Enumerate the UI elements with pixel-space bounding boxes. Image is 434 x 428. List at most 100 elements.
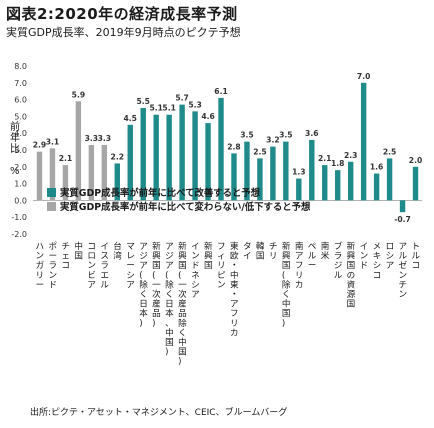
category-label: トルコ	[412, 242, 421, 271]
category-label: 中国	[74, 240, 83, 262]
category-label: 新興国(一次産品除く中国)	[178, 240, 187, 367]
category-label: チリ	[269, 241, 278, 262]
y-tick-label: -2.0	[11, 230, 27, 239]
bar	[101, 144, 108, 201]
category-label: アジア(除く日本、中国)	[165, 242, 174, 358]
bar	[309, 139, 315, 201]
bar	[36, 151, 43, 201]
y-tick-label: 6.0	[14, 96, 27, 105]
data-label: 3.3	[85, 134, 98, 143]
category-label: アルゼンチン	[399, 242, 408, 300]
data-label: 1.6	[370, 163, 383, 172]
bar	[296, 178, 302, 201]
bar	[62, 165, 69, 201]
data-label: 4.5	[124, 114, 137, 123]
data-label: 3.5	[240, 131, 253, 140]
data-label: 7.0	[357, 72, 370, 81]
category-label: ポーランド	[48, 241, 57, 290]
bar	[88, 144, 95, 201]
bar	[231, 153, 237, 201]
category-label: ハンガリー	[35, 242, 44, 290]
category-label: コロンビア	[87, 242, 96, 290]
bar	[412, 166, 419, 201]
data-label: 5.5	[136, 97, 149, 106]
category-label: 新興国の資源国	[347, 240, 356, 310]
category-label: 南アフリカ	[295, 240, 304, 290]
bar	[270, 146, 276, 201]
bar	[179, 104, 185, 201]
data-label: 1.8	[331, 159, 344, 168]
data-label: 2.8	[227, 142, 240, 151]
data-label: 2.9	[33, 141, 46, 150]
bar	[114, 163, 120, 201]
y-tick-label: 1.0	[14, 180, 27, 189]
data-label: 2.5	[383, 147, 396, 156]
bar	[386, 158, 393, 201]
bar	[140, 108, 146, 201]
y-tick-label: 3.0	[14, 146, 27, 155]
chart-title: 図表2:2020年の経済成長率予測	[6, 5, 238, 23]
data-label: 5.1	[162, 104, 175, 113]
legend-swatch	[47, 188, 56, 197]
data-label: 5.1	[149, 104, 162, 113]
data-label: 5.3	[188, 100, 201, 109]
bar	[399, 200, 406, 213]
bar	[127, 124, 133, 201]
chart-subtitle: 実質GDP成長率、2019年9月時点のピクテ予想	[6, 26, 241, 39]
data-label: 6.1	[214, 87, 227, 96]
category-label: アジア(除く日本)	[139, 242, 148, 329]
legend-label: 実質GDP成長率が前年に比べて改善すると予想	[60, 187, 261, 199]
bar	[373, 173, 380, 201]
bar	[153, 114, 159, 201]
category-label: 韓国	[256, 241, 265, 262]
data-label: 5.9	[72, 90, 85, 99]
data-label: 2.2	[111, 152, 124, 161]
data-label: 5.7	[175, 94, 188, 103]
data-label: 2.1	[59, 154, 72, 163]
category-label: タイ	[243, 241, 252, 262]
y-tick-label: 7.0	[14, 79, 27, 88]
category-label: イスラエル	[100, 242, 109, 290]
y-axis-label: 前年比 %	[10, 120, 20, 177]
y-tick-label: 5.0	[14, 112, 27, 121]
data-label: 3.1	[46, 137, 59, 146]
data-label: 3.3	[98, 134, 111, 143]
category-label: インド	[360, 242, 369, 271]
category-label: ロシア	[386, 242, 395, 271]
bar	[75, 101, 82, 201]
category-label: ペルー	[308, 242, 317, 271]
data-label: 3.5	[279, 131, 292, 140]
data-label: 2.0	[409, 156, 422, 165]
bar	[360, 82, 367, 201]
data-label: -0.7	[394, 215, 411, 224]
category-label: フィリピン	[217, 242, 226, 290]
category-label: マレーシア	[126, 242, 135, 290]
category-label: 台湾	[113, 240, 122, 262]
data-label: 1.3	[292, 168, 305, 177]
data-label: 2.1	[318, 154, 331, 163]
category-label: 東欧・中東・アフリカ	[230, 240, 239, 338]
bar	[166, 114, 172, 201]
bar	[322, 165, 328, 201]
bar	[257, 158, 263, 201]
bar	[49, 148, 56, 201]
bar	[192, 111, 198, 201]
y-tick-label: 8.0	[14, 62, 27, 71]
source-note: 出所:ピクテ・アセット・マネジメント、CEIC、ブルームバーグ	[30, 408, 288, 418]
category-label: ブラジル	[334, 240, 343, 281]
bar	[205, 123, 211, 201]
bar	[218, 97, 224, 201]
bar	[335, 170, 341, 201]
data-label: 3.2	[266, 136, 279, 145]
legend-swatch	[47, 202, 56, 211]
category-label: 新興国	[204, 240, 213, 271]
data-label: 2.5	[253, 147, 266, 156]
y-tick-label: 4.0	[14, 129, 27, 138]
y-tick-label: -1.0	[11, 213, 27, 222]
bar	[283, 141, 289, 201]
category-label: 新興国(除く中国)	[282, 240, 291, 329]
category-label: 新興国(一次産品)	[152, 240, 161, 329]
category-label: チェコ	[61, 241, 70, 271]
y-tick-label: 2.0	[14, 163, 27, 172]
